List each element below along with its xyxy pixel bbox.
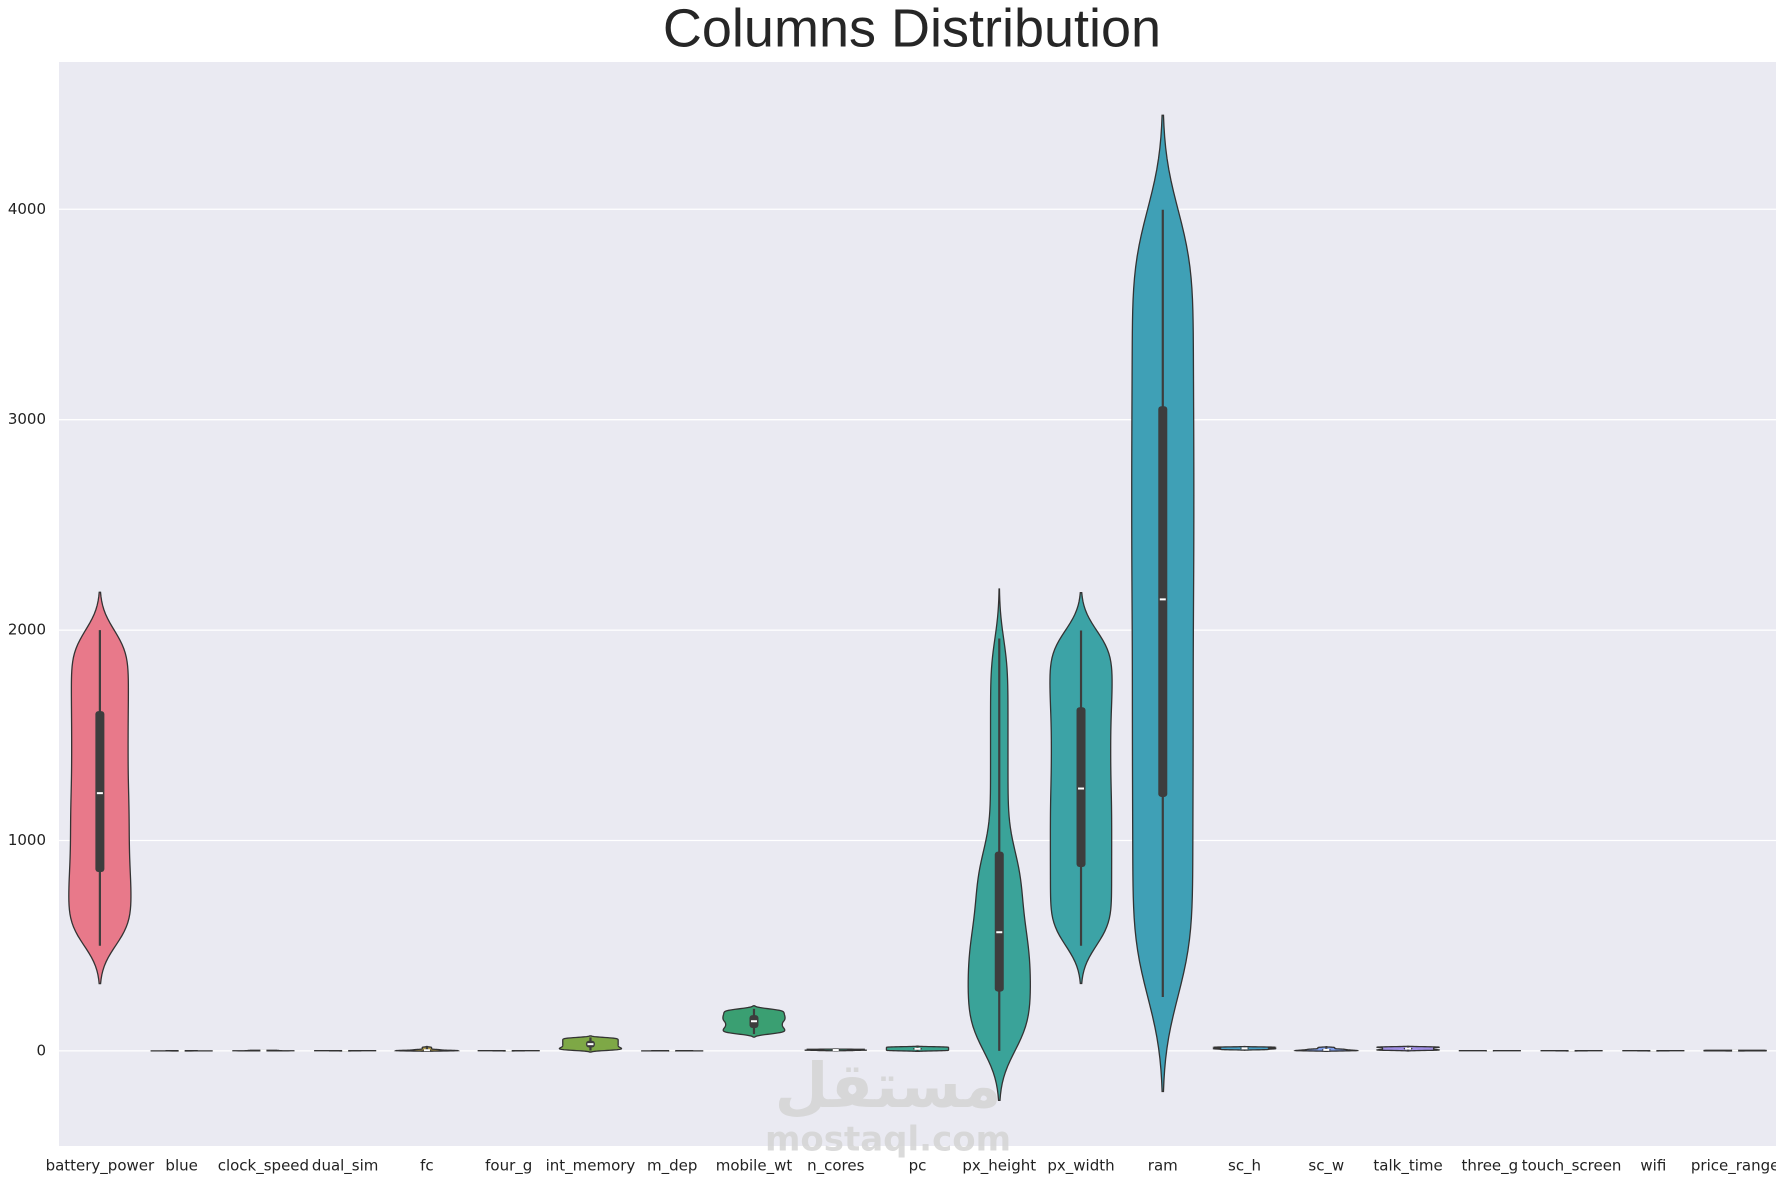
y-tick-label: 2000 [8,621,46,639]
x-tick-label: battery_power [46,1157,155,1176]
x-tick-label: int_memory [546,1157,636,1176]
iqr-box [1076,707,1086,868]
x-tick-label: three_g [1461,1157,1518,1176]
x-tick-label: ram [1148,1157,1178,1175]
x-tick-label: dual_sim [312,1157,378,1176]
x-tick-label: blue [165,1157,197,1175]
x-tick-label: pc [909,1157,927,1175]
x-tick-label: px_width [1047,1157,1114,1176]
x-tick-label: four_g [485,1157,532,1176]
x-tick-label: sc_h [1228,1157,1261,1176]
x-tick-label: fc [420,1157,434,1175]
y-tick-label: 4000 [8,200,46,218]
x-tick-label: n_cores [807,1157,864,1176]
iqr-box [1158,406,1168,797]
chart-title: Columns Distribution [663,0,1161,58]
x-tick-label: price_range [1691,1157,1776,1176]
y-tick-label: 3000 [8,410,46,428]
x-tick-label: mobile_wt [716,1157,793,1176]
x-tick-label: touch_screen [1522,1157,1622,1176]
x-tick-label: px_height [962,1157,1036,1176]
plot-area [59,62,1776,1146]
x-tick-label: clock_speed [218,1157,309,1176]
watermark-arabic: مستقل [775,1049,1002,1122]
x-tick-label: sc_w [1308,1157,1344,1176]
iqr-box [95,711,105,873]
x-tick-label: talk_time [1373,1157,1442,1176]
y-tick-label: 0 [36,1041,46,1059]
iqr-box [994,851,1004,992]
watermark-latin: mostaql.com [765,1120,1011,1160]
y-tick-label: 1000 [8,831,46,849]
x-tick-label: wifi [1640,1157,1666,1175]
x-tick-label: m_dep [647,1157,697,1176]
